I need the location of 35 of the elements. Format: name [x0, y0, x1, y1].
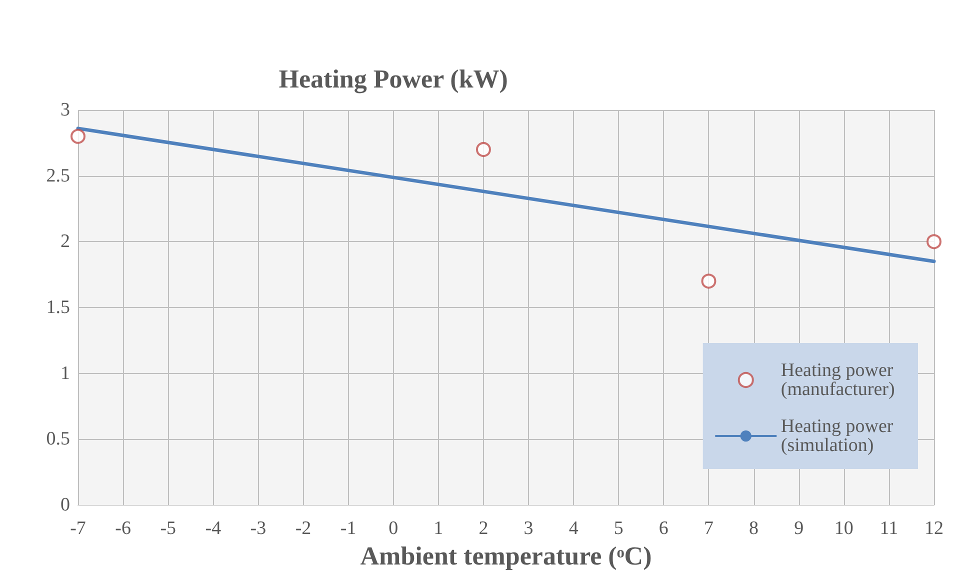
x-axis-title: Ambient temperature (ᵒC): [360, 541, 652, 570]
x-tick-label: -3: [250, 518, 266, 539]
x-tick-label: -6: [115, 518, 131, 539]
y-axis-title: Heating Power (kW): [278, 64, 508, 94]
y-tick-label: 0.5: [46, 428, 70, 450]
y-tick-label: 1: [60, 362, 70, 384]
point: [476, 142, 491, 157]
x-tick-label: 10: [834, 518, 854, 539]
x-tick-label: 9: [794, 518, 804, 539]
x-tick-label: 4: [568, 518, 579, 539]
y-tick-label: 2: [60, 231, 70, 252]
legend-label: Heating power (simulation): [780, 416, 898, 456]
x-tick-label: -4: [205, 518, 222, 539]
x-tick-label: 6: [658, 518, 668, 539]
point: [70, 128, 86, 144]
x-tick-label: 3: [524, 518, 534, 539]
x-tick-label: -1: [340, 518, 356, 539]
x-tick-label: 12: [924, 518, 944, 539]
x-tick-label: -2: [295, 518, 312, 539]
x-tick-label: -5: [160, 518, 176, 539]
x-tick-label: 0: [388, 518, 398, 539]
legend-label: Heating power (manufacturer): [780, 360, 898, 400]
y-tick-label: 2.5: [46, 165, 70, 186]
point: [701, 274, 716, 289]
x-tick-label: 11: [880, 518, 898, 539]
x-tick-label: 7: [704, 518, 714, 539]
x-tick-label: 5: [614, 518, 624, 539]
y-tick-label: 1.5: [46, 297, 70, 318]
point: [926, 234, 942, 250]
y-tick-label: 3: [60, 100, 70, 120]
x-tick-label: 1: [434, 518, 444, 539]
x-tick-label: 2: [478, 518, 488, 539]
y-tick-label: 0: [60, 494, 70, 516]
x-tick-label: 8: [749, 518, 759, 539]
x-tick-label: -7: [70, 518, 86, 539]
